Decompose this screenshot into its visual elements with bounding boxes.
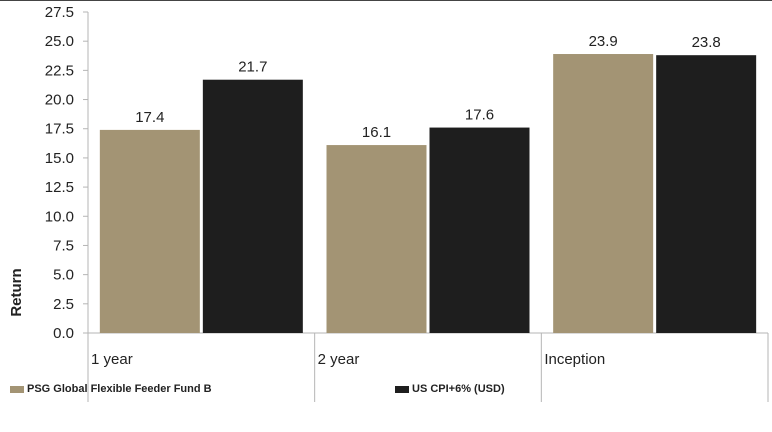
- legend-label-series-1: PSG Global Flexible Feeder Fund B: [27, 383, 212, 395]
- data-label: 21.7: [238, 59, 267, 76]
- legend-item-series-1: PSG Global Flexible Feeder Fund B: [10, 383, 212, 395]
- data-label: 17.6: [465, 107, 494, 124]
- x-category-label: Inception: [544, 351, 605, 368]
- data-label: 16.1: [362, 124, 391, 141]
- y-tick-label: 12.5: [45, 179, 74, 196]
- y-tick-label: 25.0: [45, 33, 74, 50]
- bar-series-1: [553, 54, 654, 333]
- legend-label-series-2: US CPI+6% (USD): [412, 383, 505, 395]
- data-label: 23.9: [589, 33, 618, 50]
- y-tick-label: 5.0: [53, 267, 74, 284]
- bar-series-2: [656, 55, 757, 334]
- legend-swatch-series-1: [10, 385, 24, 393]
- legend-item-series-2: US CPI+6% (USD): [395, 383, 505, 395]
- y-tick-label: 7.5: [53, 237, 74, 254]
- y-tick-label: 10.0: [45, 208, 74, 225]
- data-label: 17.4: [135, 109, 164, 126]
- bar-series-2: [202, 79, 303, 334]
- bar-series-1: [99, 129, 200, 333]
- y-axis-title: Return: [8, 268, 25, 316]
- y-tick-label: 27.5: [45, 4, 74, 21]
- x-category-label: 1 year: [91, 351, 133, 368]
- data-label: 23.8: [692, 34, 721, 51]
- y-tick-label: 15.0: [45, 150, 74, 167]
- legend-swatch-series-2: [395, 385, 409, 393]
- y-tick-label: 2.5: [53, 296, 74, 313]
- bar-series-2: [429, 127, 530, 333]
- y-tick-label: 22.5: [45, 62, 74, 79]
- y-tick-label: 20.0: [45, 92, 74, 109]
- x-category-label: 2 year: [318, 351, 360, 368]
- y-tick-label: 0.0: [53, 325, 74, 342]
- bar-series-1: [326, 145, 427, 333]
- y-tick-label: 17.5: [45, 121, 74, 138]
